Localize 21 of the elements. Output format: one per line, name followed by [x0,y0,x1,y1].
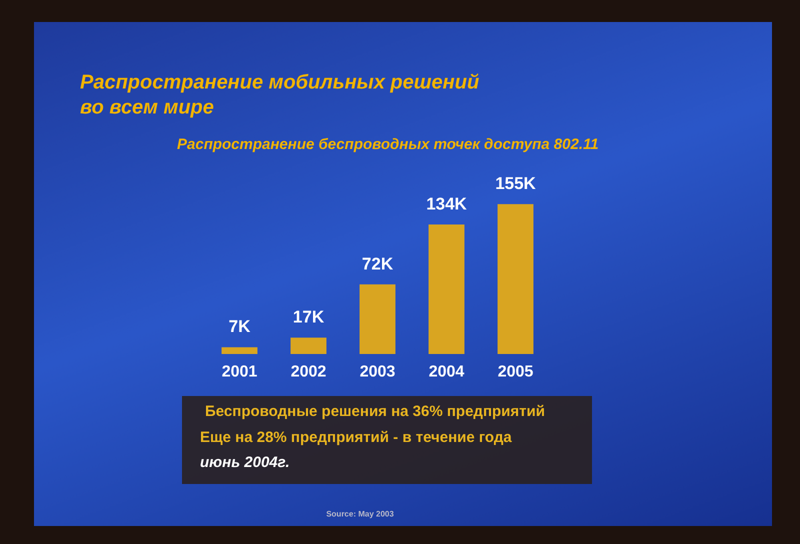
chart-subtitle: Распространение беспроводных точек доступа 802.11 [177,136,599,153]
x-tick-label: 2004 [428,364,464,380]
x-tick-label: 2005 [498,364,534,380]
data-label: 155K [495,174,537,194]
text: июнь 2004г. [200,454,290,471]
source-note: Source: May 2003 [326,510,394,518]
text: Еще на 28% предприятий - в течение года [200,429,512,446]
data-label: 17K [292,308,325,327]
bar [360,284,396,354]
data-label: 7K [228,317,252,336]
text: Беспроводные решения на 36% предприятий [205,403,545,420]
x-tick-label: 2003 [360,364,396,380]
bar [222,347,258,354]
data-label: 72K [362,254,394,274]
data-label: 134K [426,194,468,214]
x-tick-label: 2002 [290,364,326,380]
bar [428,224,464,354]
bar [498,204,534,354]
bar [290,338,326,354]
chart-title: Распространение мобильных решений во всем мире [80,72,485,118]
x-tick-label: 2001 [222,364,258,380]
